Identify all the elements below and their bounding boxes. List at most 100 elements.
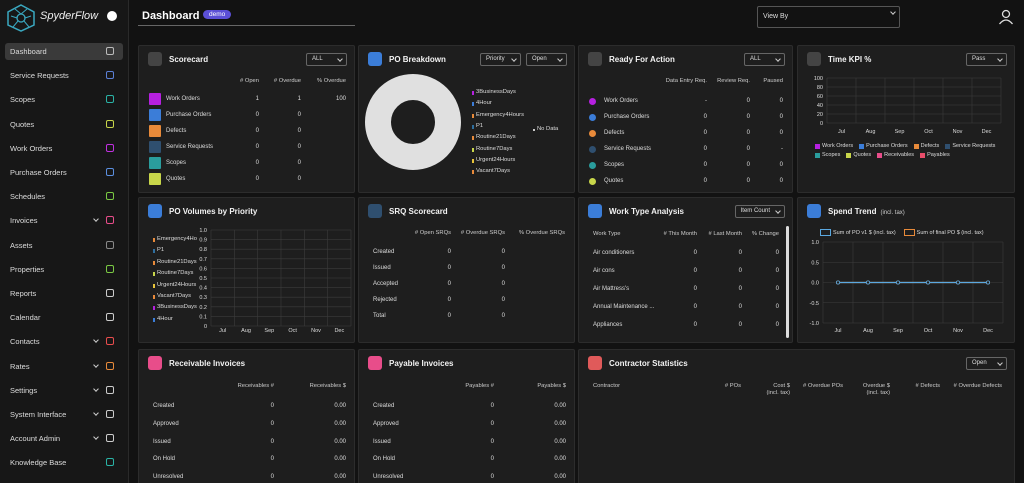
legend-item: Sum of final PO $ (incl. tax) <box>903 229 984 236</box>
dropdown[interactable]: ALL <box>306 53 347 66</box>
legend-label: Sum of final PO $ (incl. tax) <box>916 229 984 236</box>
scrollbar <box>786 226 789 338</box>
cell-value: 0 <box>255 160 259 166</box>
cell-value: 0 <box>693 268 697 274</box>
panel-title: PO Volumes by Priority <box>169 207 257 216</box>
nav-item[interactable]: Service Requests <box>5 67 123 84</box>
nav-label: Schedules <box>10 192 46 202</box>
panel: Ready For Action ALL Data Entry Req. Review… <box>578 45 793 193</box>
nav-item[interactable]: System Interface <box>5 406 123 423</box>
column-header: Contractor <box>593 383 621 389</box>
nav-item[interactable]: Assets <box>5 237 123 254</box>
nav-item[interactable]: Purchase Orders <box>5 164 123 181</box>
panel-title-text: Contractor Statistics <box>609 359 688 368</box>
legend-label: Emergency4Ho <box>157 236 197 242</box>
dropdown[interactable]: Open <box>526 53 567 66</box>
dropdown[interactable]: Item Count <box>734 205 785 218</box>
nav-item[interactable]: Contacts <box>5 333 123 350</box>
panel-icon <box>148 52 162 66</box>
row-label: Defects <box>166 128 187 134</box>
row-label: Created <box>373 403 395 409</box>
cell-value: 0 <box>775 322 779 328</box>
nav-icon <box>106 119 114 128</box>
legend-label: Vacant7Days <box>476 168 511 175</box>
panel-title-text: Receivable Invoices <box>169 359 246 368</box>
nav-item[interactable]: Scopes <box>5 91 123 108</box>
cell-value: 0.00 <box>554 456 566 463</box>
theme-toggle[interactable] <box>107 11 117 21</box>
nav-label: Dashboard <box>10 47 47 56</box>
cell-value: 0 <box>703 162 707 168</box>
nav-item[interactable]: Account Admin <box>5 430 123 447</box>
cell-value: 0 <box>270 438 274 445</box>
x-tick-label: Sep <box>895 129 905 135</box>
row-marker <box>149 173 161 185</box>
cell-value: 0 <box>447 249 451 255</box>
cell-value: 0 <box>490 456 494 463</box>
row-label: Service Requests <box>604 146 652 152</box>
view-by-select[interactable]: View By <box>757 6 900 28</box>
cell-value: 0 <box>779 178 783 184</box>
nav-label: Properties <box>10 264 45 274</box>
x-tick-label: Sep <box>264 328 274 334</box>
legend-label: Vacant7Days <box>157 293 192 299</box>
cell-value: 1 <box>255 96 259 102</box>
legend-item: Quotes <box>846 152 871 158</box>
row-label: Approved <box>373 420 399 427</box>
legend-label: Service Requests <box>952 143 996 149</box>
nav-label: Assets <box>10 240 33 250</box>
row-label: Scopes <box>604 162 625 168</box>
nav-item[interactable]: Invoices <box>5 212 123 229</box>
x-tick-label: Dec <box>334 328 344 334</box>
legend-item: Sum of PO v1 $ (incl. tax) <box>820 229 896 236</box>
row-label: Accepted <box>373 281 399 287</box>
nav-item[interactable]: Settings <box>5 382 123 399</box>
row-label: Rejected <box>373 297 397 303</box>
x-tick-label: Oct <box>924 328 933 334</box>
nav-icon <box>106 385 114 394</box>
nav-item[interactable]: Knowledge Base <box>5 454 123 471</box>
legend-marker <box>533 129 535 131</box>
nav-item[interactable]: Rates <box>5 358 123 375</box>
user-icon[interactable] <box>998 9 1014 25</box>
dropdown[interactable]: Priority <box>480 53 521 66</box>
nav-item[interactable]: Quotes <box>5 116 123 133</box>
dropdown[interactable]: Pass <box>966 53 1007 66</box>
row-label: Air cons <box>593 268 615 274</box>
panel: Scorecard ALL # Open # Overdue % Overdue Work… <box>138 45 355 193</box>
cell-value: 0 <box>501 313 505 319</box>
row-label: Created <box>153 403 175 409</box>
column-header: # This Month <box>663 231 697 237</box>
y-tick-label: 0.7 <box>199 257 207 263</box>
cell-value: 0 <box>501 297 505 303</box>
dropdown[interactable]: ALL <box>744 53 785 66</box>
y-tick-label: 0.1 <box>199 314 207 320</box>
legend-label: Quotes <box>853 152 872 158</box>
cell-value: 0 <box>501 265 505 271</box>
dropdown[interactable]: Open <box>966 357 1007 370</box>
x-tick-label: Jul <box>838 129 845 135</box>
x-tick-label: Oct <box>924 129 933 135</box>
nav-label: Invoices <box>10 216 38 226</box>
cell-value: 0 <box>297 112 301 118</box>
nav-item[interactable]: Dashboard <box>5 43 123 60</box>
nav-item[interactable]: Reports <box>5 285 123 302</box>
row-label: Annual Maintenance ... <box>593 304 655 310</box>
cell-value: 0 <box>738 286 742 292</box>
cell-value: 0 <box>746 178 750 184</box>
nav-item[interactable]: Work Orders <box>5 140 123 157</box>
legend-marker <box>153 317 155 322</box>
cell-value: 0 <box>270 474 274 481</box>
nav-item[interactable]: Properties <box>5 261 123 278</box>
cell-value: 0 <box>447 281 451 287</box>
nav-item[interactable]: Schedules <box>5 188 123 205</box>
panel: Payable Invoices Payables # Payables $ Crea… <box>358 349 575 483</box>
nav-item[interactable]: Calendar <box>5 309 123 326</box>
cell-value: 0 <box>255 128 259 134</box>
y-tick-label: 0.8 <box>199 247 207 253</box>
nav-label: Service Requests <box>10 71 69 81</box>
nav-icon <box>106 71 114 80</box>
cell-value: 0 <box>779 130 783 136</box>
cell-value: 1 <box>297 96 301 102</box>
column-header: # Last Month <box>708 231 742 237</box>
